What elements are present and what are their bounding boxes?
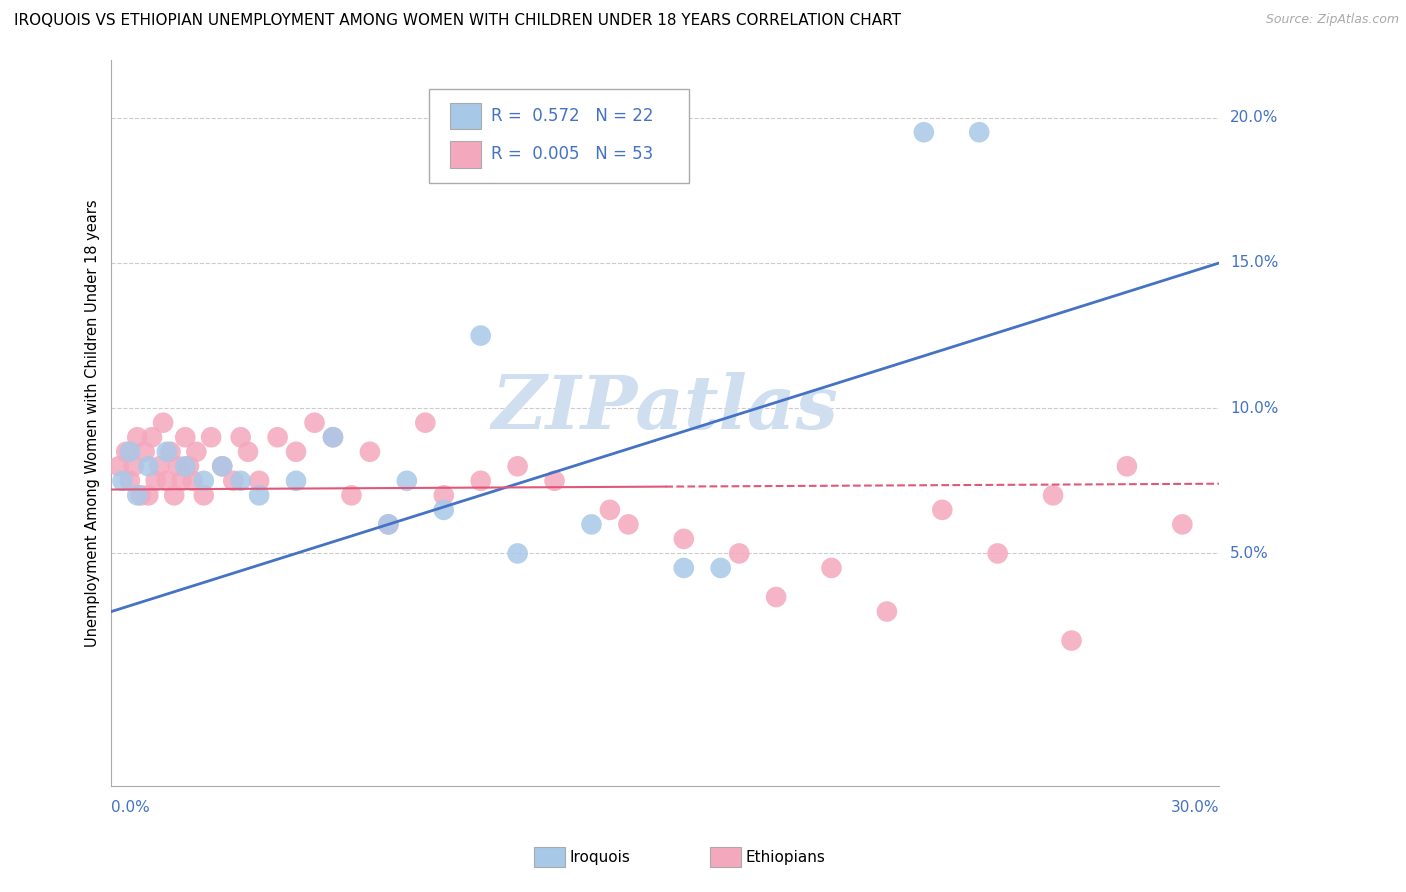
Point [1171,517,1194,532]
Point [148,459,170,474]
Point [304,416,326,430]
Point [186,444,208,458]
Point [167,459,190,474]
Point [285,444,308,458]
Point [177,459,200,474]
Point [285,474,308,488]
Point [987,546,1010,560]
Text: Iroquois: Iroquois [569,850,630,864]
Point [912,125,935,139]
Point [156,474,179,488]
Point [672,532,695,546]
Point [236,444,259,458]
Point [229,474,252,488]
Point [710,561,733,575]
Text: IROQUOIS VS ETHIOPIAN UNEMPLOYMENT AMONG WOMEN WITH CHILDREN UNDER 18 YEARS CORR: IROQUOIS VS ETHIOPIAN UNEMPLOYMENT AMONG… [14,13,901,29]
Point [359,444,381,458]
Point [433,488,456,502]
Text: ZIPatlas: ZIPatlas [492,372,839,444]
Text: Ethiopians: Ethiopians [745,850,825,864]
Point [728,546,751,560]
Point [395,474,418,488]
Text: 0.0%: 0.0% [111,800,150,815]
Point [322,430,344,444]
Point [247,474,270,488]
Text: 15.0%: 15.0% [1230,255,1278,270]
Point [138,459,160,474]
Point [876,605,898,619]
Point [107,459,129,474]
Point [127,488,149,502]
Point [127,430,149,444]
Point [340,488,363,502]
Text: R =  0.572   N = 22: R = 0.572 N = 22 [491,107,654,125]
Point [134,444,156,458]
Point [1042,488,1064,502]
Point [1060,633,1083,648]
Point [138,488,160,502]
Text: Source: ZipAtlas.com: Source: ZipAtlas.com [1265,13,1399,27]
Point [266,430,288,444]
Y-axis label: Unemployment Among Women with Children Under 18 years: Unemployment Among Women with Children U… [86,199,100,647]
Point [170,474,193,488]
Point [672,561,695,575]
Point [118,474,141,488]
Point [118,444,141,458]
Text: 30.0%: 30.0% [1171,800,1219,815]
Point [1116,459,1139,474]
Point [377,517,399,532]
Point [377,517,399,532]
Point [156,444,179,458]
Point [141,430,163,444]
Point [163,488,186,502]
Point [229,430,252,444]
Point [967,125,990,139]
Point [506,459,529,474]
Point [222,474,245,488]
Point [820,561,842,575]
Point [193,488,215,502]
Point [931,503,953,517]
Point [181,474,204,488]
Point [122,459,145,474]
Point [470,474,492,488]
Point [115,444,138,458]
Point [211,459,233,474]
Point [543,474,565,488]
Text: R =  0.005   N = 53: R = 0.005 N = 53 [491,145,652,163]
Text: 20.0%: 20.0% [1230,111,1278,125]
Point [174,459,197,474]
Point [413,416,436,430]
Point [129,488,152,502]
Point [200,430,222,444]
Point [433,503,456,517]
Point [174,430,197,444]
Text: 10.0%: 10.0% [1230,401,1278,416]
Point [247,488,270,502]
Point [111,474,134,488]
Point [159,444,181,458]
Point [193,474,215,488]
Point [617,517,640,532]
Point [211,459,233,474]
Point [506,546,529,560]
Text: 5.0%: 5.0% [1230,546,1270,561]
Point [470,328,492,343]
Point [322,430,344,444]
Point [581,517,603,532]
Point [145,474,167,488]
Point [152,416,174,430]
Point [765,590,787,604]
Point [599,503,621,517]
